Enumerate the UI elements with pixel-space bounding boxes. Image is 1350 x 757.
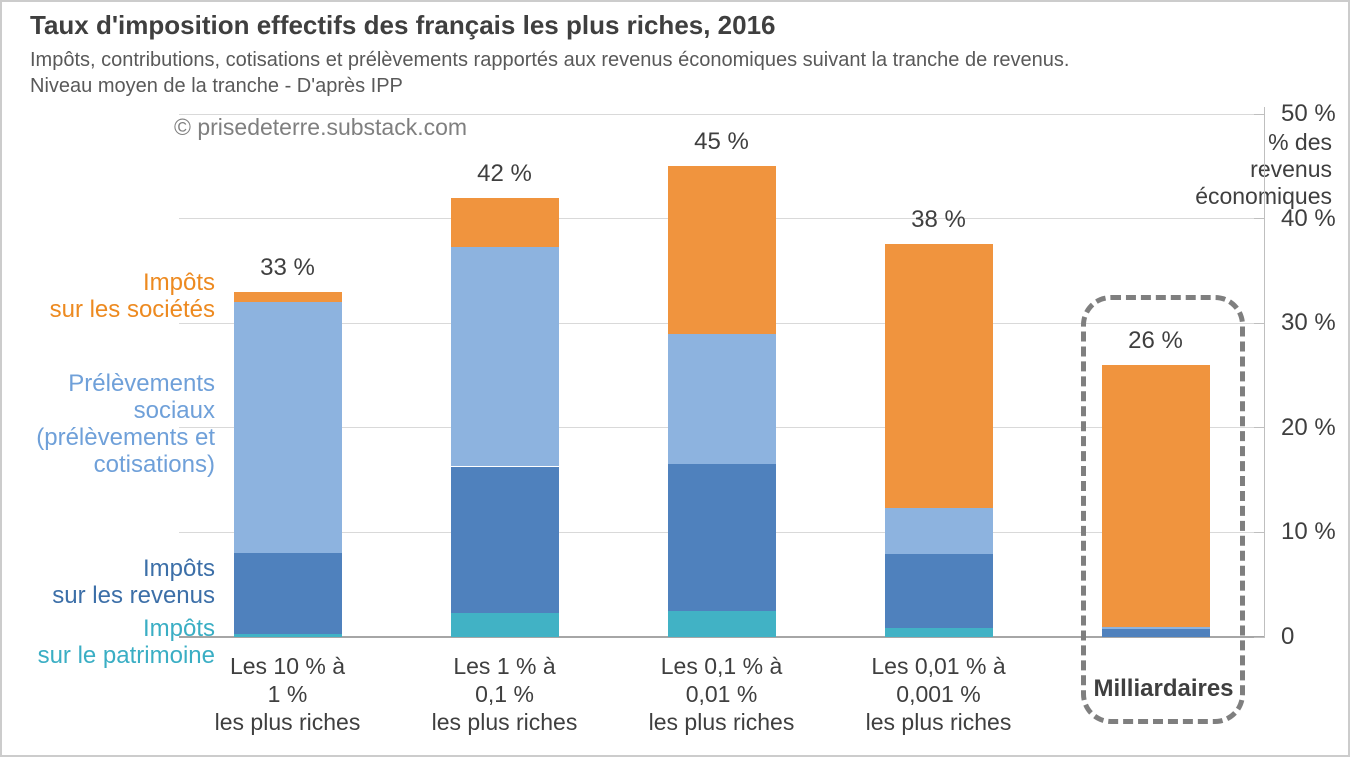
legend-line: sur le patrimoine [37, 642, 215, 669]
y-axis-title-line: économiques [1195, 183, 1332, 209]
category-label-line: Les 1 % à [453, 653, 556, 679]
category-label-line: Milliardaires [1093, 675, 1234, 702]
y-axis-tick [1254, 427, 1265, 429]
bar-total-label: 33 % [260, 253, 315, 281]
legend-line: sociaux [133, 397, 215, 424]
bar-segment-impots-sur-les-societes [884, 243, 993, 509]
y-axis-tick [1254, 531, 1265, 533]
bar-segment-impots-sur-les-revenus [450, 466, 559, 613]
category-label-line: Les 10 % à [229, 653, 346, 679]
bar-segment-impots-sur-les-revenus [1101, 628, 1210, 637]
y-axis-tick-label: 20 % [1281, 413, 1336, 441]
category-label-line: les plus riches [648, 709, 795, 735]
gridline-0pct [179, 636, 1264, 638]
bar-segment-impots-sur-les-revenus [233, 553, 342, 634]
category-label-line: 0,1 % [475, 681, 534, 707]
bar-segment-impots-sur-les-societes [1101, 365, 1210, 627]
bar-segment-prelevements-sociaux-prelevements-et-cotisations [450, 246, 559, 467]
page-title: Taux d'imposition effectifs des français… [30, 10, 776, 40]
bar-total-label: 42 % [477, 159, 532, 187]
category-label-line: 0,01 % [685, 681, 758, 707]
category-label-line: les plus riches [865, 709, 1012, 735]
bar-segment-impots-sur-les-revenus [884, 554, 993, 628]
y-axis-title-line: revenus [1250, 156, 1332, 182]
y-axis-tick [1254, 322, 1265, 324]
y-axis-tick-label: 10 % [1281, 518, 1336, 546]
legend-prelevements-sociaux-prelevements-et-cotisations: Prélèvements sociaux (prélèvements et cotis… [10, 370, 215, 478]
y-axis-tick-label: 30 % [1281, 309, 1336, 337]
bar-segment-impots-sur-le-patrimoine [667, 610, 776, 637]
category-label: Les 1 % à 0,1 % les plus riches [405, 652, 605, 736]
bar-segment-impots-sur-le-patrimoine [450, 612, 559, 637]
bar-total-label: 45 % [694, 128, 749, 156]
category-label-line: 0,001 % [896, 681, 981, 707]
category-label-line: 1 % [267, 681, 308, 707]
category-label-line: Les 0,01 % à [871, 653, 1006, 679]
bar-segment-prelevements-sociaux-prelevements-et-cotisations [884, 508, 993, 555]
legend-line: Prélèvements [68, 370, 215, 397]
chart-subtitle-line2: Niveau moyen de la tranche - D'après IPP [30, 75, 403, 97]
category-label: Les 0,01 % à 0,001 % les plus riches [839, 652, 1039, 736]
bar-segment-impots-sur-les-societes [233, 291, 342, 303]
y-axis-title-line: % des [1268, 129, 1332, 155]
legend-impots-sur-les-revenus: Impôts sur les revenus [10, 555, 215, 609]
y-axis-tick-label: 40 % [1281, 204, 1336, 232]
legend-impots-sur-les-societes: Impôts sur les sociétés [10, 269, 215, 323]
category-label-line: les plus riches [214, 709, 361, 735]
bar-segment-impots-sur-les-societes [450, 197, 559, 247]
legend-line: sur les sociétés [49, 296, 215, 323]
chart-subtitle-line1: Impôts, contributions, cotisations et pr… [30, 49, 1070, 71]
y-axis-tick-label: 0 [1281, 623, 1295, 650]
legend-line: Impôts [142, 555, 215, 582]
legend-line: Impôts [142, 615, 215, 642]
bar-segment-impots-sur-le-patrimoine [233, 633, 342, 637]
bar-segment-prelevements-sociaux-prelevements-et-cotisations [233, 302, 342, 554]
category-label: Les 0,1 % à 0,01 % les plus riches [622, 652, 822, 736]
legend-line: cotisations) [93, 451, 215, 478]
bar-segment-prelevements-sociaux-prelevements-et-cotisations [667, 333, 776, 465]
bar-segment-impots-sur-le-patrimoine [884, 627, 993, 637]
y-axis-tick-label: 50 % [1281, 100, 1336, 127]
y-axis-line [1264, 107, 1265, 637]
legend-line: Impôts [142, 269, 215, 296]
y-axis-tick [1254, 218, 1265, 220]
category-label: Milliardaires [1064, 675, 1264, 703]
legend-impots-sur-le-patrimoine: Impôts sur le patrimoine [10, 615, 215, 669]
y-axis-title: % des revenus économiques [1195, 129, 1332, 210]
category-label-line: les plus riches [431, 709, 578, 735]
y-axis-tick [1254, 113, 1265, 115]
watermark: © prisedeterre.substack.com [174, 114, 468, 140]
legend-line: sur les revenus [52, 582, 215, 609]
bar-segment-impots-sur-les-societes [667, 166, 776, 334]
category-label-line: Les 0,1 % à [660, 653, 783, 679]
bar-total-label: 26 % [1128, 327, 1183, 355]
y-axis-tick [1254, 636, 1265, 638]
gridline-50pct [179, 113, 1264, 115]
bar-segment-prelevements-sociaux-prelevements-et-cotisations [1101, 626, 1210, 629]
milliardaires-highlight-box [1081, 295, 1245, 724]
bar-total-label: 38 % [911, 205, 966, 233]
bar-segment-impots-sur-les-revenus [667, 464, 776, 611]
legend-line: (prélèvements et [36, 424, 215, 451]
